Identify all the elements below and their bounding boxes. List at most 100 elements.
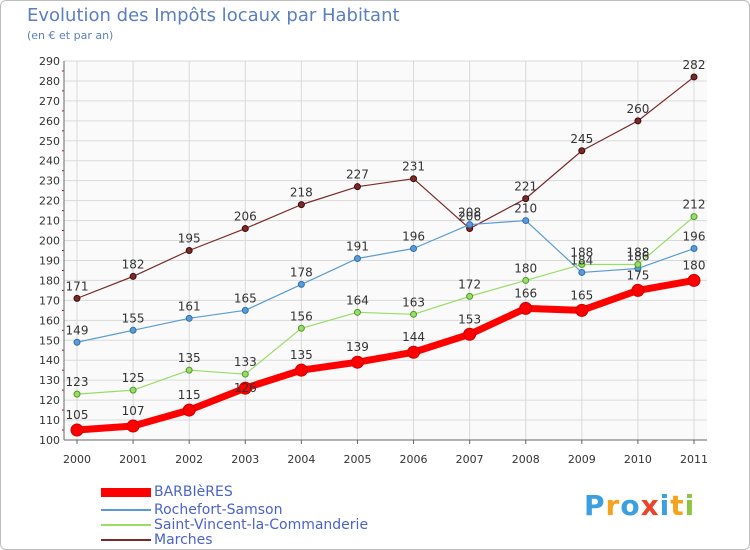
y-tick-label: 160 xyxy=(39,314,60,327)
legend-swatch xyxy=(101,539,151,541)
x-tick-label: 2000 xyxy=(63,453,91,466)
y-tick-label: 280 xyxy=(39,75,60,88)
data-label: 180 xyxy=(683,258,706,272)
x-tick-label: 2009 xyxy=(568,453,596,466)
data-label: 184 xyxy=(570,253,593,267)
data-point xyxy=(70,423,84,437)
data-label: 218 xyxy=(290,186,313,200)
series-lines xyxy=(70,73,701,437)
legend-swatch xyxy=(101,487,151,497)
x-tick-label: 2001 xyxy=(119,453,147,466)
y-tick-label: 120 xyxy=(39,394,60,407)
legend-swatch xyxy=(101,509,151,511)
data-point xyxy=(297,280,305,288)
x-tick-label: 2002 xyxy=(175,453,203,466)
data-point xyxy=(353,254,361,262)
chart-title: Evolution des Impôts locaux par Habitant xyxy=(27,5,400,26)
data-label: 105 xyxy=(66,408,89,422)
data-point xyxy=(410,175,418,183)
data-point xyxy=(631,283,645,297)
data-label: 196 xyxy=(683,230,706,244)
data-label: 191 xyxy=(346,239,369,253)
data-point xyxy=(578,268,586,276)
x-tick-label: 2007 xyxy=(456,453,484,466)
data-label: 165 xyxy=(570,288,593,302)
y-tick-label: 150 xyxy=(39,334,60,347)
data-point xyxy=(350,355,364,369)
data-label: 175 xyxy=(626,268,649,282)
data-label: 178 xyxy=(290,265,313,279)
data-point xyxy=(463,327,477,341)
data-labels: 105 107 115 135 139 144 153 166 165 175 180 149 155 1… xyxy=(66,58,706,422)
x-tick-label: 2011 xyxy=(680,453,708,466)
logo-letter: r xyxy=(605,489,621,522)
data-label: 153 xyxy=(458,312,481,326)
series-line xyxy=(76,219,695,343)
data-label: 172 xyxy=(458,277,481,291)
data-label: 188 xyxy=(626,245,649,259)
y-tick-label: 270 xyxy=(39,95,60,108)
data-point xyxy=(241,370,249,378)
data-label: 149 xyxy=(66,323,89,337)
legend-label: Marches xyxy=(154,532,213,548)
legend-item-saint-vincent: Saint-Vincent-la-Commanderie xyxy=(101,518,368,532)
data-point xyxy=(185,247,193,254)
data-label: 123 xyxy=(66,375,89,389)
data-label: 133 xyxy=(234,355,257,369)
x-tick-label: 2006 xyxy=(400,453,428,466)
x-tick-label: 2003 xyxy=(231,453,259,466)
data-label: 144 xyxy=(402,330,425,344)
data-label: 135 xyxy=(178,351,201,365)
data-point xyxy=(129,326,137,334)
data-label: 195 xyxy=(178,232,201,246)
data-label: 163 xyxy=(402,295,425,309)
y-tick-label: 220 xyxy=(39,195,60,208)
data-point xyxy=(634,260,642,268)
y-tick-label: 210 xyxy=(39,215,60,228)
plot-area xyxy=(64,61,707,440)
logo-letter: x xyxy=(640,489,660,522)
data-point xyxy=(578,147,586,155)
data-label: 126 xyxy=(234,381,257,395)
series-line xyxy=(76,76,695,299)
data-point xyxy=(410,245,418,253)
series-line xyxy=(76,276,695,434)
data-label: 245 xyxy=(570,132,593,146)
data-point xyxy=(407,345,421,359)
data-point xyxy=(129,386,137,394)
data-label: 171 xyxy=(66,279,89,293)
data-point xyxy=(126,419,140,433)
data-point xyxy=(690,73,698,81)
data-label: 208 xyxy=(458,206,481,220)
data-label: 164 xyxy=(346,293,369,307)
data-point xyxy=(522,276,530,284)
y-tick-label: 170 xyxy=(39,294,60,307)
data-point xyxy=(522,195,530,203)
grid xyxy=(64,60,707,441)
y-tick-label: 140 xyxy=(39,354,60,367)
legend-label: Saint-Vincent-la-Commanderie xyxy=(154,517,369,533)
data-label: 206 xyxy=(234,210,257,224)
data-point xyxy=(238,381,252,395)
data-point xyxy=(353,183,361,191)
data-label: 206 xyxy=(458,210,481,224)
data-label: 196 xyxy=(402,230,425,244)
data-point xyxy=(73,338,81,346)
data-label: 188 xyxy=(570,245,593,259)
data-label: 231 xyxy=(402,160,425,174)
data-label: 156 xyxy=(290,309,313,323)
data-point xyxy=(687,273,701,287)
logo-letter: i xyxy=(659,489,671,522)
legend-item-marches: Marches xyxy=(101,533,213,547)
data-point xyxy=(690,213,698,221)
data-point xyxy=(241,225,249,233)
logo-letter: i xyxy=(684,489,696,522)
data-point xyxy=(73,294,81,302)
data-point xyxy=(353,308,361,316)
data-point xyxy=(634,117,642,125)
data-point xyxy=(182,403,196,417)
data-point xyxy=(185,314,193,322)
data-label: 186 xyxy=(626,249,649,263)
